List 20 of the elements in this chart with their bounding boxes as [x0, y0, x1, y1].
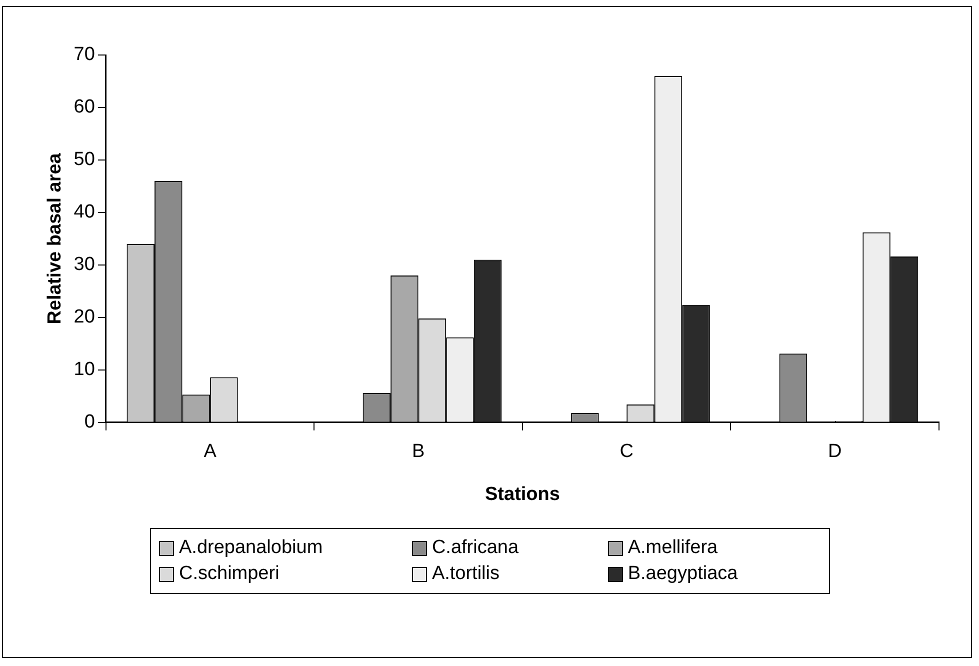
- legend-label: A.drepanalobium: [178, 537, 324, 559]
- legend-label: C.schimperi: [178, 563, 280, 585]
- x-axis-title: Stations: [484, 484, 560, 505]
- y-tick-label: 0: [84, 412, 95, 433]
- x-tick-label: D: [828, 441, 842, 462]
- legend-label: B.aegyptiaca: [626, 563, 739, 585]
- y-tick-label: 50: [74, 149, 95, 170]
- y-tick-label: 70: [74, 44, 95, 66]
- legend-label: A.tortilis: [430, 563, 501, 585]
- y-tick-label: 60: [74, 96, 95, 118]
- x-tick-label: A: [204, 441, 217, 462]
- x-tick-label: C: [620, 441, 634, 462]
- y-tick-label: 10: [74, 359, 95, 380]
- y-axis-title: Relative basal area: [44, 152, 66, 324]
- y-tick-label: 40: [74, 202, 95, 223]
- legend-label: C.africana: [430, 537, 520, 559]
- y-tick-label: 20: [74, 306, 95, 328]
- y-tick-label: 30: [74, 254, 95, 276]
- legend-label: A.mellifera: [626, 537, 719, 559]
- x-tick-label: B: [412, 441, 425, 462]
